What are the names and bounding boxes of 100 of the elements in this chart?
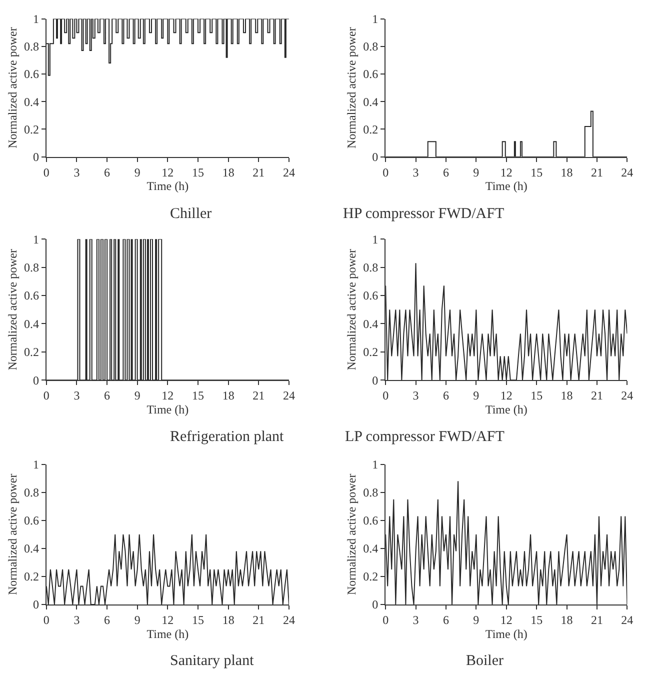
x-tick-label: 12 — [500, 388, 512, 403]
y-tick-label: 0.6 — [363, 514, 378, 528]
x-tick-label: 18 — [222, 165, 234, 180]
x-axis-title: Time (h) — [146, 626, 189, 641]
x-tick-label: 0 — [382, 165, 389, 180]
x-tick-label: 15 — [530, 612, 543, 627]
y-tick-label: 0.8 — [363, 260, 378, 275]
y-tick-label: 0.2 — [363, 570, 378, 584]
x-tick-label: 15 — [192, 388, 204, 403]
x-axis-title: Time (h) — [485, 179, 528, 194]
y-axis-title: Normalized active power — [344, 474, 358, 596]
x-tick-label: 24 — [621, 165, 634, 180]
y-tick-label: 0.2 — [363, 345, 378, 360]
y-tick-label: 0.8 — [363, 40, 378, 54]
y-tick-label: 0.6 — [363, 67, 378, 82]
text: Boiler — [466, 653, 504, 669]
y-axis-title: Normalized active power — [5, 249, 20, 370]
x-tick-label: 3 — [74, 612, 80, 627]
x-tick-label: 18 — [560, 388, 573, 403]
x-tick-label: 15 — [192, 612, 204, 627]
y-tick-label: 0 — [32, 150, 39, 164]
x-tick-label: 24 — [621, 612, 634, 627]
y-tick-label: 0 — [32, 598, 39, 612]
y-tick-label: 0 — [372, 150, 378, 164]
text: Chiller — [170, 206, 212, 222]
y-tick-label: 1 — [32, 12, 39, 26]
x-tick-label: 0 — [382, 388, 389, 403]
x-tick-label: 3 — [74, 388, 80, 403]
y-tick-label: 0.2 — [24, 570, 39, 584]
y-tick-label: 1 — [372, 12, 378, 26]
y-tick-label: 0.4 — [363, 94, 378, 109]
x-tick-label: 18 — [560, 612, 573, 627]
y-tick-label: 0.2 — [24, 122, 39, 136]
y-tick-label: 1 — [372, 458, 378, 472]
x-tick-label: 18 — [222, 612, 234, 627]
y-tick-label: 0.6 — [24, 67, 39, 82]
y-tick-label: 0 — [32, 373, 39, 388]
x-tick-label: 18 — [222, 388, 234, 403]
x-tick-label: 24 — [282, 388, 295, 403]
y-tick-label: 0.6 — [363, 288, 378, 303]
x-tick-label: 24 — [282, 612, 295, 627]
x-tick-label: 3 — [74, 165, 80, 180]
y-tick-label: 0 — [372, 598, 378, 612]
x-axis-title: Time (h) — [146, 179, 189, 194]
x-tick-label: 0 — [43, 165, 50, 180]
y-axis-title: Normalized active power — [5, 474, 20, 596]
y-tick-label: 0.8 — [24, 40, 39, 54]
x-tick-label: 15 — [530, 388, 543, 403]
x-tick-label: 9 — [134, 388, 140, 403]
x-tick-label: 12 — [162, 612, 174, 627]
x-tick-label: 12 — [500, 612, 512, 627]
y-tick-label: 0.2 — [363, 122, 378, 136]
y-tick-label: 0.4 — [363, 316, 378, 331]
x-tick-label: 6 — [442, 165, 449, 180]
x-tick-label: 21 — [252, 388, 265, 403]
x-tick-label: 12 — [162, 388, 174, 403]
x-tick-label: 24 — [282, 165, 295, 180]
y-axis-title: Normalized active power — [344, 249, 358, 370]
y-tick-label: 1 — [372, 232, 378, 246]
x-tick-label: 6 — [104, 165, 110, 180]
x-tick-label: 15 — [530, 165, 543, 180]
x-axis-title: Time (h) — [485, 402, 528, 417]
y-tick-label: 0.4 — [24, 542, 39, 556]
y-tick-label: 0.4 — [24, 316, 39, 331]
text: LP compressor FWD/AFT — [345, 429, 504, 445]
x-tick-label: 21 — [590, 388, 603, 403]
x-tick-label: 24 — [621, 388, 634, 403]
y-tick-label: 0.6 — [24, 514, 39, 528]
x-tick-label: 9 — [134, 612, 140, 627]
x-tick-label: 0 — [382, 612, 389, 627]
x-tick-label: 21 — [252, 612, 265, 627]
x-tick-label: 9 — [473, 612, 480, 627]
y-tick-label: 1 — [32, 458, 39, 472]
x-tick-label: 3 — [412, 165, 419, 180]
y-axis-title: Normalized active power — [344, 27, 358, 148]
x-axis-title: Time (h) — [485, 626, 528, 641]
x-tick-label: 21 — [252, 165, 265, 180]
text: Sanitary plant — [170, 653, 255, 669]
x-tick-label: 3 — [412, 612, 419, 627]
x-tick-label: 9 — [473, 165, 480, 180]
x-tick-label: 6 — [442, 388, 449, 403]
y-tick-label: 0.6 — [24, 288, 39, 303]
x-tick-label: 6 — [442, 612, 449, 627]
y-tick-label: 0.8 — [24, 260, 39, 275]
x-tick-label: 0 — [43, 612, 50, 627]
text: HP compressor FWD/AFT — [343, 206, 504, 222]
x-tick-label: 18 — [560, 165, 573, 180]
y-tick-label: 0.4 — [363, 542, 378, 556]
x-tick-label: 21 — [590, 612, 603, 627]
x-tick-label: 12 — [162, 165, 174, 180]
x-tick-label: 21 — [590, 165, 603, 180]
y-tick-label: 0.4 — [24, 94, 39, 109]
x-tick-label: 9 — [473, 388, 480, 403]
y-axis-title: Normalized active power — [5, 27, 20, 148]
x-tick-label: 6 — [104, 388, 110, 403]
x-tick-label: 15 — [192, 165, 204, 180]
x-tick-label: 3 — [412, 388, 419, 403]
y-tick-label: 0 — [372, 373, 378, 388]
y-tick-label: 0.8 — [363, 486, 378, 500]
x-tick-label: 12 — [500, 165, 512, 180]
